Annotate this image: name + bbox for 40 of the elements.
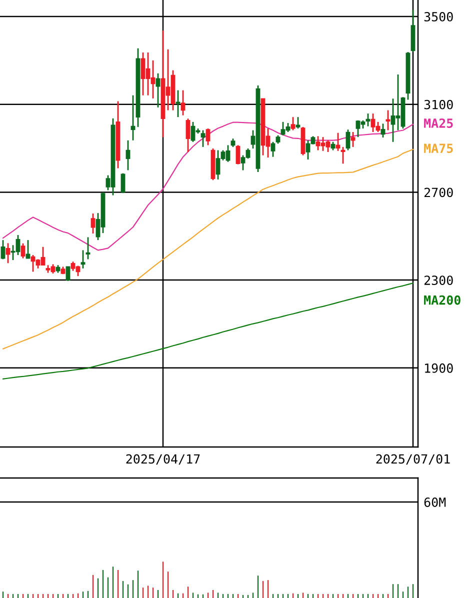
y-tick-label: 1900 — [425, 363, 453, 373]
candlestick — [156, 72, 160, 108]
candlestick — [380, 122, 386, 138]
candlestick — [66, 266, 70, 282]
candlestick — [180, 90, 186, 116]
candlestick — [80, 249, 86, 270]
series-label: MA200 — [424, 295, 460, 305]
candlestick — [386, 110, 390, 131]
line-series — [2, 148, 414, 350]
candlestick — [186, 118, 190, 153]
candlestick — [6, 242, 10, 264]
candlestick — [86, 236, 90, 260]
candlestick — [350, 131, 356, 148]
y-tick-label: 2700 — [424, 188, 453, 198]
x-tick-label: 2025/04/17 — [126, 454, 200, 465]
candlestick — [236, 144, 240, 165]
candlestick — [90, 212, 96, 234]
candlestick — [206, 128, 210, 146]
candlestick — [26, 239, 30, 260]
y-tick-label: 2300 — [424, 276, 453, 286]
y-tick-label: 3500 — [424, 12, 453, 22]
candlestick — [126, 140, 130, 171]
line-series — [2, 282, 414, 380]
candlestick — [130, 94, 136, 142]
series-label: MA75 — [424, 144, 453, 153]
candlestick — [176, 90, 180, 118]
y-tick-label: 60M — [424, 498, 446, 507]
candlestick — [346, 128, 350, 151]
candlestick — [270, 141, 276, 158]
candlestick — [20, 242, 26, 260]
line-series — [2, 122, 414, 251]
candlestick — [290, 116, 296, 131]
candlestick — [120, 172, 126, 194]
candlestick — [200, 130, 206, 148]
series-label: MA25 — [424, 118, 453, 128]
candlestick — [366, 112, 370, 127]
x-tick-label: 2025/07/01 — [376, 454, 450, 465]
candlestick — [340, 146, 346, 164]
candlestick — [296, 116, 300, 130]
y-tick-label: 3100 — [424, 100, 453, 110]
